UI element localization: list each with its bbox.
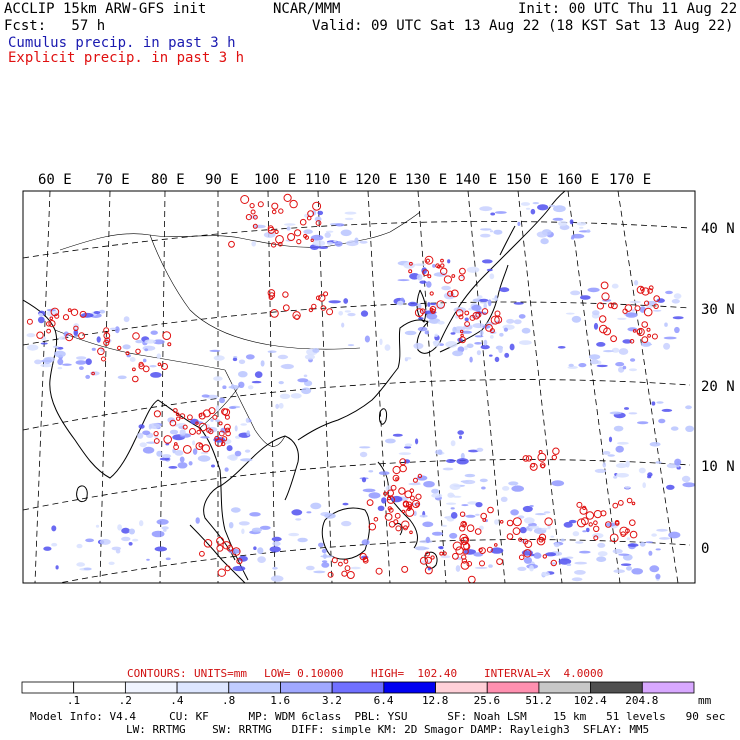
colorbar-tick-label: 204.8 (625, 694, 659, 707)
lon-label: 160 E (557, 172, 600, 188)
lon-label: 70 E (96, 172, 130, 188)
lon-label: 60 E (38, 172, 72, 188)
colorbar-swatch (280, 681, 333, 694)
colorbar (21, 681, 695, 694)
contours-units: UNITS=mm (194, 667, 247, 680)
lon-label: 150 E (506, 172, 549, 188)
colorbar-swatch (641, 681, 695, 694)
cumulus-precip-field (26, 202, 695, 582)
contours-high: HIGH= 102.40 (371, 667, 458, 680)
lon-label: 110 E (305, 172, 348, 188)
colorbar-tick-label: 1.6 (270, 694, 291, 707)
model-info-line1: Model Info: V4.4 CU: KF MP: WDM 6class P… (30, 710, 726, 723)
colorbar-tick-label: 25.6 (473, 694, 501, 707)
colorbar-tick-label: 51.2 (525, 694, 552, 707)
lon-label: 140 E (455, 172, 498, 188)
lon-label: 170 E (609, 172, 652, 188)
legend-cumulus-label: Cumulus precip. in past 3 h (8, 35, 236, 51)
contours-label: CONTOURS: (127, 667, 187, 680)
header-valid-time: Valid: 09 UTC Sat 13 Aug 22 (18 KST Sat … (312, 18, 734, 34)
colorbar-tick-label: 6.4 (373, 694, 394, 707)
contours-interval: INTERVAL=X 4.0000 (484, 667, 604, 680)
colorbar-swatch (590, 681, 643, 694)
colorbar-swatch (486, 681, 540, 694)
lon-label: 80 E (151, 172, 185, 188)
lon-label: 130 E (405, 172, 448, 188)
header-forecast-hour: Fcst: 57 h (4, 18, 106, 34)
map-frame (22, 190, 696, 584)
lat-label: 10 N (701, 459, 735, 475)
colorbar-swatch (383, 681, 436, 694)
colorbar-tick-label: 12.8 (421, 694, 449, 707)
colorbar-tick-label: .8 (221, 694, 236, 707)
colorbar-swatch (538, 681, 592, 694)
lat-label: 20 N (701, 379, 735, 395)
colorbar-swatch (73, 681, 126, 694)
colorbar-tick-label: .4 (170, 694, 184, 707)
lat-label: 30 N (701, 302, 735, 318)
lon-label: 90 E (205, 172, 239, 188)
colorbar-unit: mm (698, 694, 712, 707)
lat-label: 0 (701, 541, 710, 557)
colorbar-tick-label: .1 (66, 694, 81, 707)
country-borders (54, 211, 421, 447)
colorbar-swatch (124, 681, 178, 694)
contours-low: LOW= 0.10000 (264, 667, 344, 680)
colorbar-tick-label: 3.2 (321, 694, 342, 707)
legend-explicit-label: Explicit precip. in past 3 h (8, 50, 245, 66)
coastlines (23, 191, 566, 583)
colorbar-swatch (228, 681, 281, 694)
colorbar-swatch (331, 681, 385, 694)
colorbar-tick-label: 102.4 (573, 694, 607, 707)
colorbar-swatch (21, 681, 75, 694)
colorbar-swatch (176, 681, 230, 694)
lat-label: 40 N (701, 221, 735, 237)
header-source: NCAR/MMM (273, 1, 341, 17)
lon-label: 100 E (254, 172, 297, 188)
model-info-line2: LW: RRTMG SW: RRTMG DIFF: simple KM: 2D … (126, 723, 650, 736)
colorbar-swatch (435, 681, 488, 694)
header-init-time: Init: 00 UTC Thu 11 Aug 22 (518, 1, 738, 17)
header-title: ACCLIP 15km ARW-GFS init (4, 1, 207, 17)
lon-label: 120 E (355, 172, 398, 188)
explicit-precip-contours (26, 193, 661, 583)
colorbar-tick-label: .2 (118, 694, 132, 707)
